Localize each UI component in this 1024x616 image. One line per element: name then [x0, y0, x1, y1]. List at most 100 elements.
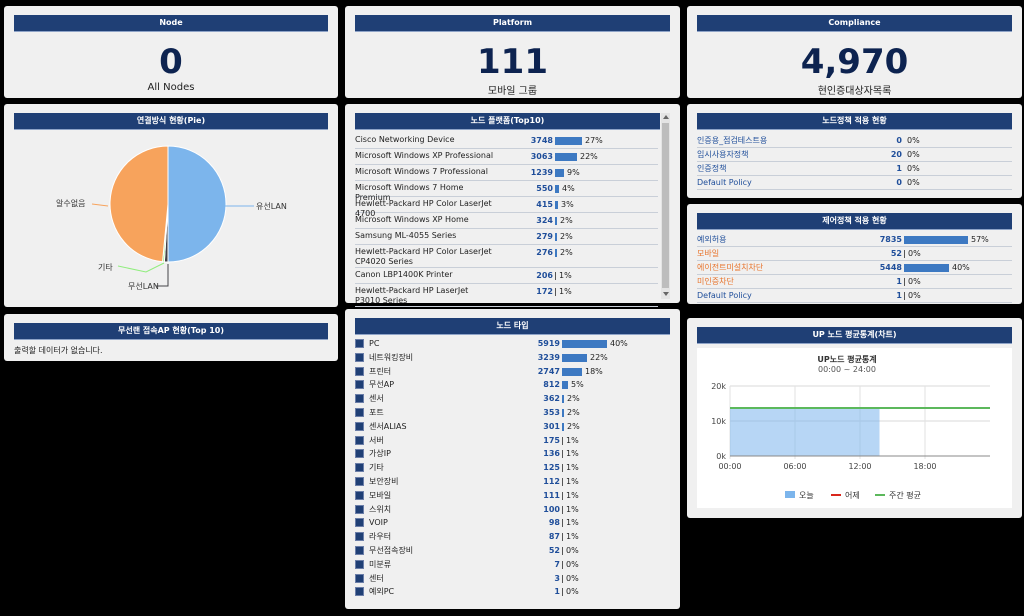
- platform-item-name[interactable]: Microsoft Windows XP Professional: [355, 151, 494, 160]
- legend-item[interactable]: 주간 평균: [875, 490, 921, 500]
- node-type-item-row[interactable]: 센터 3 0%: [355, 572, 670, 585]
- node-type-item-value[interactable]: 125: [543, 463, 560, 473]
- platform-item-name[interactable]: Hewlett-Packard HP Color LaserJet 4700: [355, 199, 492, 218]
- node-policy-item-name[interactable]: 인증정책: [697, 164, 727, 173]
- platform-item-value[interactable]: 1239: [530, 168, 553, 177]
- node-type-item-name[interactable]: 무선AP: [369, 380, 395, 390]
- node-type-item-row[interactable]: 예외PC 1 0%: [355, 585, 670, 598]
- node-type-item-row[interactable]: 센서ALIAS 301 2%: [355, 420, 670, 433]
- node-policy-item-row[interactable]: 임시사용자정책 20 0%: [697, 148, 1012, 162]
- node-type-item-value[interactable]: 87: [548, 532, 560, 542]
- node-type-item-name[interactable]: 보안장비: [369, 477, 399, 486]
- node-type-item-value[interactable]: 175: [543, 435, 560, 445]
- compliance-count[interactable]: 4,970: [800, 42, 909, 82]
- node-type-item-row[interactable]: PC 5919 40%: [355, 337, 670, 350]
- pie-slice-unknown[interactable]: [109, 145, 169, 263]
- platform-item-row[interactable]: Hewlett-Packard HP Color LaserJet CP4020…: [355, 246, 658, 268]
- node-policy-item-row[interactable]: Default Policy 0 0%: [697, 176, 1012, 190]
- node-type-item-name[interactable]: 센터: [369, 573, 384, 583]
- control-policy-item-name[interactable]: 미인증차단: [697, 277, 734, 286]
- node-type-item-value[interactable]: 112: [543, 477, 560, 486]
- platform-count[interactable]: 111: [477, 42, 548, 82]
- node-policy-item-row[interactable]: 인증정책 1 0%: [697, 162, 1012, 176]
- node-policy-item-value[interactable]: 0: [896, 178, 902, 187]
- node-type-item-name[interactable]: 미분류: [369, 559, 392, 569]
- node-type-item-value[interactable]: 2747: [537, 366, 560, 376]
- platform-item-value[interactable]: 3748: [530, 136, 553, 145]
- node-policy-item-value[interactable]: 20: [890, 150, 902, 159]
- node-type-item-row[interactable]: 스위치 100 1%: [355, 503, 670, 516]
- node-type-item-row[interactable]: 모바일 111 1%: [355, 489, 670, 502]
- node-type-item-value[interactable]: 3239: [537, 352, 560, 362]
- scroll-down-icon[interactable]: [663, 292, 669, 296]
- node-type-item-value[interactable]: 98: [548, 518, 560, 528]
- platform-item-value[interactable]: 550: [536, 184, 553, 193]
- platform-item-row[interactable]: Samsung ML-4055 Series 279 2%: [355, 230, 658, 245]
- control-policy-item-row[interactable]: 에이전트미설치차단 5448 40%: [697, 261, 1012, 275]
- node-type-item-name[interactable]: 예외PC: [369, 587, 395, 597]
- node-type-item-value[interactable]: 353: [543, 408, 560, 417]
- platform-item-value[interactable]: 415: [536, 200, 553, 209]
- node-type-item-name[interactable]: PC: [369, 339, 380, 348]
- node-type-item-value[interactable]: 362: [543, 394, 560, 404]
- control-policy-item-name[interactable]: 예외허용: [697, 235, 727, 244]
- platform-item-name[interactable]: Microsoft Windows XP Home: [355, 215, 469, 224]
- platform-item-row[interactable]: Hewlett-Packard HP Color LaserJet 4700 41…: [355, 198, 658, 218]
- pie-slice-wired[interactable]: [167, 145, 227, 263]
- platform-item-name[interactable]: Hewlett-Packard HP LaserJet P3010 Series: [355, 286, 469, 305]
- node-type-item-name[interactable]: VOIP: [369, 518, 388, 528]
- platform-item-value[interactable]: 279: [536, 232, 553, 241]
- control-policy-item-row[interactable]: Default Policy 1 0%: [697, 289, 1012, 303]
- node-type-item-name[interactable]: 모바일: [369, 490, 392, 500]
- node-type-item-row[interactable]: 가상IP 136 1%: [355, 447, 670, 460]
- control-policy-item-value[interactable]: 1: [896, 277, 902, 286]
- control-policy-item-row[interactable]: 예외허용 7835 57%: [697, 233, 1012, 247]
- node-type-item-name[interactable]: 프린터: [369, 366, 392, 376]
- node-type-item-row[interactable]: 미분류 7 0%: [355, 558, 670, 571]
- platform-item-row[interactable]: Microsoft Windows XP Home 324 2%: [355, 214, 658, 229]
- control-policy-item-name[interactable]: 에이전트미설치차단: [697, 263, 764, 272]
- control-policy-item-value[interactable]: 52: [890, 249, 902, 258]
- node-type-item-value[interactable]: 1: [554, 587, 560, 597]
- platform-item-name[interactable]: Canon LBP1400K Printer: [355, 270, 453, 279]
- node-type-item-value[interactable]: 3: [554, 573, 560, 583]
- control-policy-item-name[interactable]: Default Policy: [697, 291, 752, 300]
- platform-item-name[interactable]: Microsoft Windows 7 Home Premium: [355, 183, 464, 202]
- node-type-item-row[interactable]: 기타 125 1%: [355, 461, 670, 474]
- chart-legend[interactable]: 오늘 어제 주간 평균: [785, 490, 921, 500]
- platform-item-name[interactable]: Samsung ML-4055 Series: [355, 231, 457, 240]
- node-type-item-value[interactable]: 136: [543, 449, 560, 459]
- node-type-item-row[interactable]: 무선AP 812 5%: [355, 378, 670, 391]
- platform-item-name[interactable]: Hewlett-Packard HP Color LaserJet CP4020…: [355, 247, 492, 266]
- node-type-item-name[interactable]: 센서: [369, 394, 384, 404]
- platform-item-row[interactable]: Canon LBP1400K Printer 206 1%: [355, 269, 658, 284]
- series-today-area[interactable]: [730, 408, 880, 456]
- legend-item[interactable]: 오늘: [785, 491, 814, 500]
- control-policy-item-value[interactable]: 5448: [879, 263, 902, 272]
- control-policy-item-row[interactable]: 미인증차단 1 0%: [697, 275, 1012, 289]
- node-type-item-value[interactable]: 100: [543, 504, 560, 514]
- node-type-item-value[interactable]: 301: [543, 421, 560, 431]
- platform-item-row[interactable]: Microsoft Windows 7 Professional 1239 9%: [355, 166, 658, 181]
- node-type-item-row[interactable]: 센서 362 2%: [355, 392, 670, 405]
- control-policy-item-value[interactable]: 7835: [879, 235, 902, 244]
- control-policy-item-name[interactable]: 모바일: [697, 249, 720, 258]
- control-policy-item-row[interactable]: 모바일 52 0%: [697, 247, 1012, 261]
- platform-item-value[interactable]: 3063: [530, 152, 553, 161]
- node-type-item-name[interactable]: 센서ALIAS: [369, 421, 407, 431]
- node-type-item-row[interactable]: 프린터 2747 18%: [355, 365, 670, 378]
- platform-item-row[interactable]: Cisco Networking Device 3748 27%: [355, 134, 658, 149]
- scroll-thumb[interactable]: [662, 123, 669, 288]
- node-type-item-name[interactable]: 스위치: [369, 504, 392, 514]
- platform-item-value[interactable]: 276: [536, 248, 553, 257]
- node-policy-item-value[interactable]: 0: [896, 136, 902, 145]
- node-policy-item-value[interactable]: 1: [896, 164, 902, 173]
- node-count[interactable]: 0: [159, 42, 183, 82]
- platform-item-value[interactable]: 324: [536, 216, 553, 225]
- node-policy-item-name[interactable]: Default Policy: [697, 178, 752, 187]
- node-type-item-name[interactable]: 무선접속장비: [369, 546, 414, 555]
- node-type-item-name[interactable]: 라우터: [369, 532, 392, 542]
- node-type-item-value[interactable]: 812: [543, 380, 560, 390]
- node-type-item-row[interactable]: 보안장비 112 1%: [355, 475, 670, 488]
- node-type-item-name[interactable]: 가상IP: [369, 449, 391, 459]
